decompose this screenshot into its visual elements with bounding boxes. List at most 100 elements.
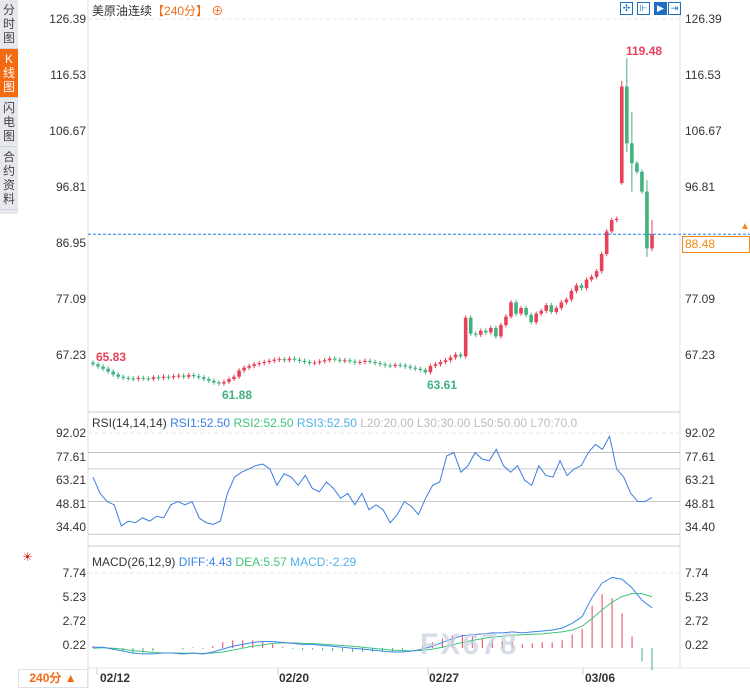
macd-axis-label: 2.72 <box>62 614 86 628</box>
candle-body <box>136 377 141 380</box>
tab-contract-info[interactable]: 合约资料 <box>0 147 18 210</box>
candle-body <box>438 361 443 365</box>
candle-body <box>191 375 196 377</box>
macd-axis-label: 7.74 <box>62 566 86 580</box>
candle-body <box>166 376 171 378</box>
chevron-up-icon[interactable]: ▲ <box>740 221 750 232</box>
candle-body <box>257 363 261 365</box>
rsi-axis-label: 48.81 <box>685 496 716 511</box>
play-icon[interactable]: ▶ <box>654 2 667 15</box>
candle-body <box>494 327 498 337</box>
candle-body <box>287 358 292 361</box>
candle-body <box>398 364 402 366</box>
l20-value: L20:20.00 <box>360 416 414 430</box>
tab-timeshare[interactable]: 分时图 <box>0 0 18 49</box>
candle-body <box>504 316 508 326</box>
candle-body <box>569 290 574 300</box>
candle-body <box>237 370 241 377</box>
candle-body <box>292 358 297 360</box>
candle-body <box>499 325 503 337</box>
candle-body <box>473 333 478 335</box>
candle-body <box>176 375 181 377</box>
candle-body <box>297 359 302 361</box>
range-icon[interactable]: ⊩ <box>637 2 650 15</box>
crosshair-icon[interactable]: ✣ <box>620 2 633 15</box>
candle-body <box>126 377 131 379</box>
date-label: 02/20 <box>279 671 310 685</box>
low-marker: 61.88 <box>222 388 253 402</box>
rsi2-value: RSI2:52.50 <box>233 416 294 430</box>
l50-value: L50:50.00 <box>473 416 528 430</box>
candle-body <box>458 354 463 357</box>
candle-body <box>418 368 423 370</box>
candle-body <box>463 317 468 357</box>
candle-body <box>579 285 584 289</box>
candle-body <box>96 364 100 367</box>
candle-body <box>594 271 599 277</box>
plus-circle-icon[interactable]: ⊕ <box>211 4 224 18</box>
candle-body <box>388 365 392 367</box>
candle-body <box>121 376 126 378</box>
price-axis-label: 116.53 <box>50 68 86 82</box>
macd-header: MACD(26,12,9) DIFF:4.43 DEA:5.57 MACD:-2… <box>92 555 356 569</box>
candle-body <box>574 285 579 291</box>
macd-axis-label: 5.23 <box>685 590 709 604</box>
low-marker: 63.61 <box>427 378 458 392</box>
candle-body <box>358 361 362 363</box>
date-label: 03/06 <box>585 671 616 685</box>
candle-body <box>539 310 544 314</box>
price-axis-label: 126.39 <box>685 12 722 26</box>
candle-body <box>247 365 251 368</box>
candle-body <box>549 305 554 313</box>
dea-line <box>92 593 653 654</box>
candle-body <box>478 330 483 335</box>
tab-flash[interactable]: 闪电图 <box>0 98 18 147</box>
candle-body <box>242 367 246 371</box>
rsi-label: RSI(14,14,14) <box>92 416 167 430</box>
candle-body <box>317 361 322 363</box>
dea-value: DEA:5.57 <box>235 555 287 569</box>
chart-type-tabs: 分时图 K线图 闪电图 合约资料 <box>0 0 18 214</box>
candle-body <box>373 361 377 364</box>
candle-body <box>267 360 272 362</box>
rsi-axis-label: 48.81 <box>55 496 86 511</box>
rsi-axis-label: 92.02 <box>55 426 86 440</box>
candle-body <box>443 360 448 362</box>
candle-body <box>383 364 387 366</box>
settings-sun-icon[interactable]: ☀ <box>22 550 33 564</box>
price-axis-label: 126.39 <box>49 12 86 26</box>
exit-right-icon[interactable]: ⇥ <box>668 2 681 15</box>
candle-body <box>604 231 609 255</box>
candle-body <box>584 279 589 289</box>
candle-body <box>101 366 105 369</box>
price-axis-label: 106.67 <box>49 124 86 138</box>
watermark: FX678 <box>420 628 519 661</box>
candle-body <box>212 380 216 383</box>
rsi-axis-label: 77.61 <box>685 449 716 464</box>
candle-body <box>161 376 166 378</box>
candle-body <box>131 378 136 380</box>
candle-body <box>544 305 549 311</box>
candle-body <box>393 364 397 366</box>
price-axis-label: 106.67 <box>685 124 722 138</box>
candle-body <box>186 375 191 377</box>
low-marker: 65.83 <box>96 350 127 364</box>
candle-body <box>564 299 569 303</box>
price-axis-label: 77.09 <box>685 292 716 306</box>
price-axis-label: 67.23 <box>685 348 716 362</box>
candle-body <box>111 371 115 375</box>
candle-body <box>650 234 654 249</box>
candle-body <box>106 368 110 372</box>
candle-body <box>640 171 644 192</box>
period-selector[interactable]: 240分 ▲ <box>18 669 88 688</box>
chart-header: 美原油连续【240分】 ⊕ <box>92 2 223 19</box>
tab-kline[interactable]: K线图 <box>0 49 18 98</box>
date-label: 02/27 <box>429 671 460 685</box>
candle-body <box>312 362 317 364</box>
candle-body <box>433 364 438 366</box>
rsi-header: RSI(14,14,14) RSI1:52.50 RSI2:52.50 RSI3… <box>92 416 577 430</box>
candle-body <box>448 357 453 361</box>
candle-body <box>207 379 211 381</box>
candle-body <box>227 379 231 382</box>
